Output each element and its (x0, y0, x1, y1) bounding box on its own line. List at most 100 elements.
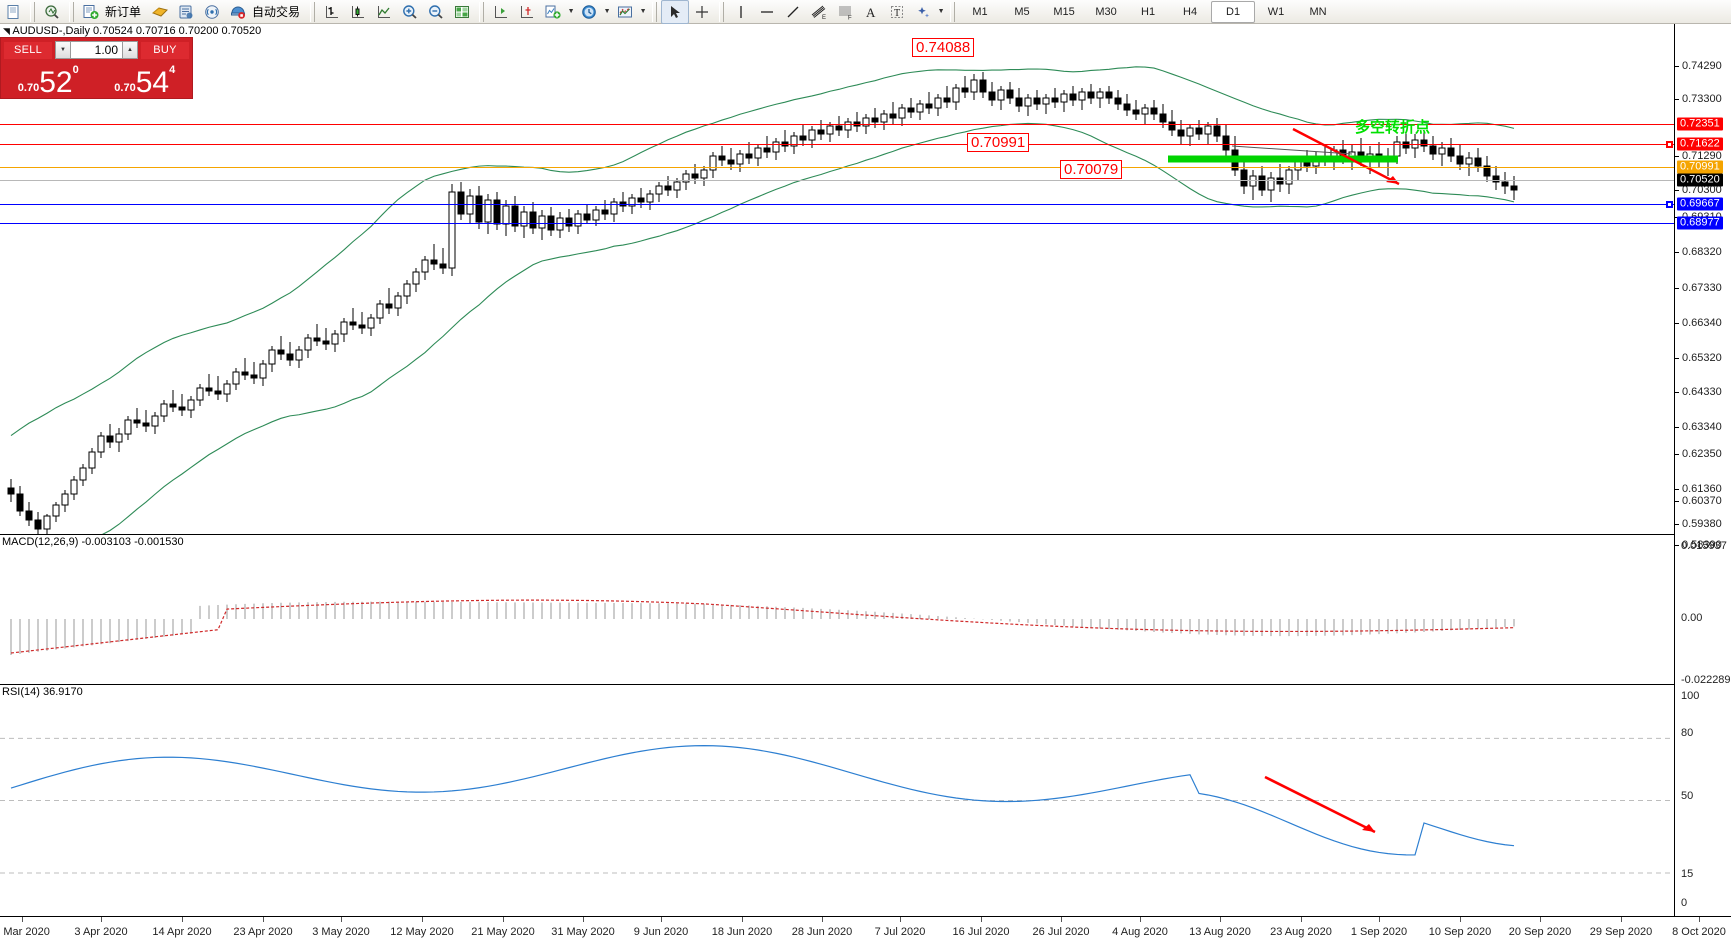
timeframe-d1[interactable]: D1 (1211, 0, 1256, 23)
bar-chart-icon[interactable] (319, 1, 345, 23)
terminal-icon[interactable] (173, 1, 199, 23)
crosshair-icon[interactable] (689, 1, 715, 23)
chart-search-icon[interactable] (39, 1, 65, 23)
price-callout[interactable]: 0.74088 (912, 38, 975, 57)
autotrading-label[interactable]: 自动交易 (252, 5, 301, 19)
price-axis[interactable]: 0.742900.733000.712900.703000.693100.683… (1674, 24, 1731, 916)
date-tick-label: 23 Apr 2020 (233, 926, 293, 938)
price-level-line[interactable] (0, 124, 1674, 125)
buy-price[interactable]: 0.70 54 4 (95, 60, 193, 98)
fibonacci-icon[interactable]: F (832, 1, 858, 23)
date-axis[interactable]: 5 Mar 2020 3 Apr 2020 14 Apr 2020 23 Apr 20… (0, 916, 1731, 945)
svg-text:A: A (866, 5, 876, 20)
price-level-line[interactable] (0, 180, 1674, 181)
rsi-axis-label: 80 (1681, 727, 1694, 739)
equidistant-channel-icon[interactable]: E (806, 1, 832, 23)
price-level-line[interactable] (0, 167, 1674, 168)
price-level-label[interactable]: 0.69667 (1677, 197, 1723, 211)
rsi-panel[interactable]: RSI(14) 36.9170 (0, 684, 1674, 916)
signals-icon[interactable] (199, 1, 225, 23)
price-callout[interactable]: 0.70991 (967, 133, 1030, 152)
shapes-icon[interactable] (910, 1, 936, 23)
price-tick-label: 0.65320 (1682, 352, 1722, 364)
date-tick (583, 917, 584, 922)
price-level-label[interactable]: 0.70520 (1677, 173, 1723, 187)
zoom-in-icon[interactable] (397, 1, 423, 23)
vertical-line-icon[interactable] (728, 1, 754, 23)
chevron-down-icon[interactable]: ▼ (639, 8, 647, 15)
trendline-icon[interactable] (780, 1, 806, 23)
toolbar-separator (310, 1, 316, 22)
macd-panel[interactable]: MACD(12,26,9) -0.003103 -0.001530 (0, 534, 1674, 684)
price-level-handle[interactable] (1666, 201, 1673, 208)
sell-price[interactable]: 0.70 52 0 (1, 60, 96, 98)
toolbar-group-drawing: E F A T ▼ (661, 0, 946, 24)
candlestick-chart-icon[interactable] (345, 1, 371, 23)
chevron-down-icon[interactable]: ▼ (567, 8, 575, 15)
date-tick (503, 917, 504, 922)
tile-windows-icon[interactable] (449, 1, 475, 23)
timeframe-m30[interactable]: M30 (1095, 5, 1117, 18)
price-level-label[interactable]: 0.71622 (1677, 137, 1723, 151)
price-level-handle[interactable] (1666, 141, 1673, 148)
price-tick-label: 0.58390 (1682, 539, 1722, 551)
timeframe-m5[interactable]: M5 (1014, 5, 1030, 18)
indicators-icon[interactable] (540, 1, 566, 23)
price-tick (1675, 323, 1679, 324)
new-order-label[interactable]: 新订单 (105, 5, 142, 19)
templates-icon[interactable] (612, 1, 638, 23)
expert-advisors-icon[interactable] (147, 1, 173, 23)
chart-shift-icon[interactable] (488, 1, 514, 23)
svg-text:F: F (848, 15, 852, 20)
price-level-line[interactable] (0, 144, 1674, 145)
price-level-line[interactable] (0, 204, 1674, 205)
timeframe-m15[interactable]: M15 (1053, 5, 1075, 18)
chart-annotation-note[interactable]: 多空转折点 (1355, 119, 1431, 136)
autotrading-icon[interactable] (225, 1, 251, 23)
price-level-label[interactable]: 0.72351 (1677, 117, 1723, 131)
horizontal-line-icon[interactable] (754, 1, 780, 23)
volume-stepper[interactable]: ▼ 1.00 ▲ (55, 41, 138, 59)
price-tick (1675, 427, 1679, 428)
text-icon[interactable]: A (858, 1, 884, 23)
price-level-line[interactable] (0, 223, 1674, 224)
main-toolbar[interactable]: 新订单 自动交易 (0, 0, 1731, 24)
timeframe-h1[interactable]: H1 (1141, 5, 1156, 18)
price-level-label[interactable]: 0.70991 (1677, 160, 1723, 174)
date-tick (1140, 917, 1141, 922)
periods-clock-icon[interactable] (576, 1, 602, 23)
cursor-icon[interactable] (661, 0, 690, 24)
timeframe-w1[interactable]: W1 (1267, 5, 1285, 18)
timeframe-h4[interactable]: H4 (1183, 5, 1198, 18)
price-chart-panel[interactable] (0, 24, 1674, 534)
text-label-icon[interactable]: T (884, 1, 910, 23)
price-callout[interactable]: 0.70079 (1060, 160, 1123, 179)
volume-input[interactable]: 1.00 (71, 41, 122, 59)
date-tick-label: 3 Apr 2020 (74, 926, 128, 938)
sell-button[interactable]: SELL (4, 41, 52, 59)
date-tick (981, 917, 982, 922)
volume-decrease-button[interactable]: ▼ (55, 41, 71, 59)
price-tick-label: 0.66340 (1682, 317, 1722, 329)
toolbar-group-view: ▼ ▼ ▼ (488, 1, 648, 23)
auto-scroll-icon[interactable] (514, 1, 540, 23)
zoom-out-icon[interactable] (423, 1, 449, 23)
buy-price-prefix: 0.70 (114, 82, 136, 94)
one-click-trading-panel[interactable]: SELL ▼ 1.00 ▲ BUY 0.70 52 0 0.70 54 4 (0, 37, 193, 99)
new-chart-icon[interactable] (0, 1, 26, 23)
price-tick (1675, 358, 1679, 359)
date-tick (900, 917, 901, 922)
timeframe-mn[interactable]: MN (1309, 5, 1327, 18)
price-tick (1675, 392, 1679, 393)
toolbar-separator (479, 1, 485, 22)
price-tick-label: 0.74290 (1682, 60, 1722, 72)
date-tick-label: 18 Jun 2020 (711, 926, 773, 938)
line-chart-icon[interactable] (371, 1, 397, 23)
chevron-down-icon[interactable]: ▼ (937, 8, 945, 15)
volume-increase-button[interactable]: ▲ (122, 41, 138, 59)
chevron-down-icon[interactable]: ▼ (603, 8, 611, 15)
buy-button[interactable]: BUY (141, 41, 189, 59)
price-level-label[interactable]: 0.68977 (1677, 216, 1723, 230)
new-order-icon[interactable] (78, 1, 104, 23)
timeframe-m1[interactable]: M1 (972, 5, 988, 18)
